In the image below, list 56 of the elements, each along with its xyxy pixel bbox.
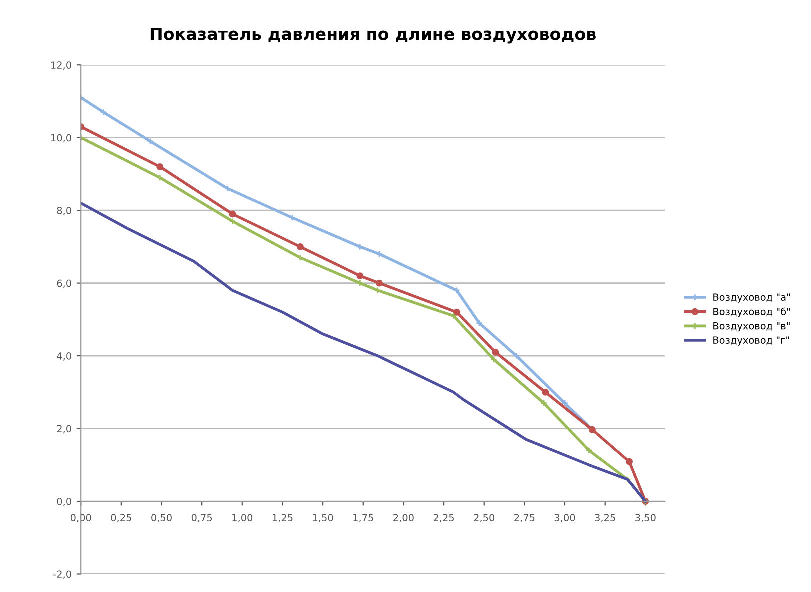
x-tick-label: 3,50: [636, 514, 656, 523]
point: [453, 308, 460, 316]
legend-label: Воздуховод "б": [714, 308, 790, 318]
x-tick-label: 1,25: [272, 514, 293, 523]
point: [376, 280, 383, 287]
point: [356, 280, 364, 287]
x-tick-label: 3,00: [554, 514, 576, 523]
point: [374, 287, 382, 294]
y-tick-label: 10,0: [51, 134, 72, 143]
y-tick-label: 8,0: [57, 207, 72, 216]
chart-title: Показатель давления по длине воздуховодов: [150, 28, 596, 44]
point: [156, 174, 164, 182]
point: [146, 138, 154, 145]
x-tick-label: 0,75: [192, 514, 212, 523]
point: [356, 243, 364, 250]
point: [156, 163, 164, 170]
point: [224, 185, 232, 192]
point: [542, 388, 550, 396]
y-tick-label: 0,0: [57, 498, 72, 506]
point: [453, 287, 460, 294]
x-tick-label: 2,75: [514, 514, 535, 523]
x-tick-label: 2,50: [474, 514, 495, 523]
point: [100, 108, 108, 116]
point: [356, 272, 364, 280]
point: [626, 458, 634, 466]
x-tick-label: 1,50: [313, 514, 334, 523]
point: [450, 312, 458, 320]
y-tick-label: 2,0: [57, 425, 72, 434]
legend-label: Воздуховод "в": [714, 322, 790, 332]
x-tick-label: 1,75: [354, 514, 374, 523]
y-tick-label: -2,0: [54, 570, 72, 580]
x-tick-label: 1,00: [232, 514, 253, 523]
y-tick-label: 12,0: [51, 62, 72, 70]
point: [624, 476, 632, 484]
y-tick-label: 6,0: [57, 280, 72, 288]
point: [376, 250, 383, 258]
point: [586, 447, 593, 454]
x-tick-label: 2,00: [394, 514, 414, 523]
legend-label: Воздуховод "а": [714, 294, 790, 303]
x-tick-label: 2,25: [434, 514, 454, 523]
point: [229, 210, 236, 218]
legend-label: Воздуховод "г": [714, 336, 790, 346]
point: [297, 254, 304, 262]
x-tick-label: 0,25: [111, 514, 132, 523]
point: [513, 352, 520, 360]
point: [490, 356, 498, 364]
point: [562, 400, 568, 407]
x-tick-label: 3,25: [595, 514, 616, 523]
point: [288, 214, 296, 222]
point: [540, 400, 548, 407]
point: [476, 320, 483, 327]
point: [492, 348, 500, 356]
y-tick-label: 4,0: [57, 352, 72, 361]
x-tick-label: 0,50: [152, 514, 172, 523]
point: [297, 243, 304, 250]
point: [229, 218, 236, 225]
